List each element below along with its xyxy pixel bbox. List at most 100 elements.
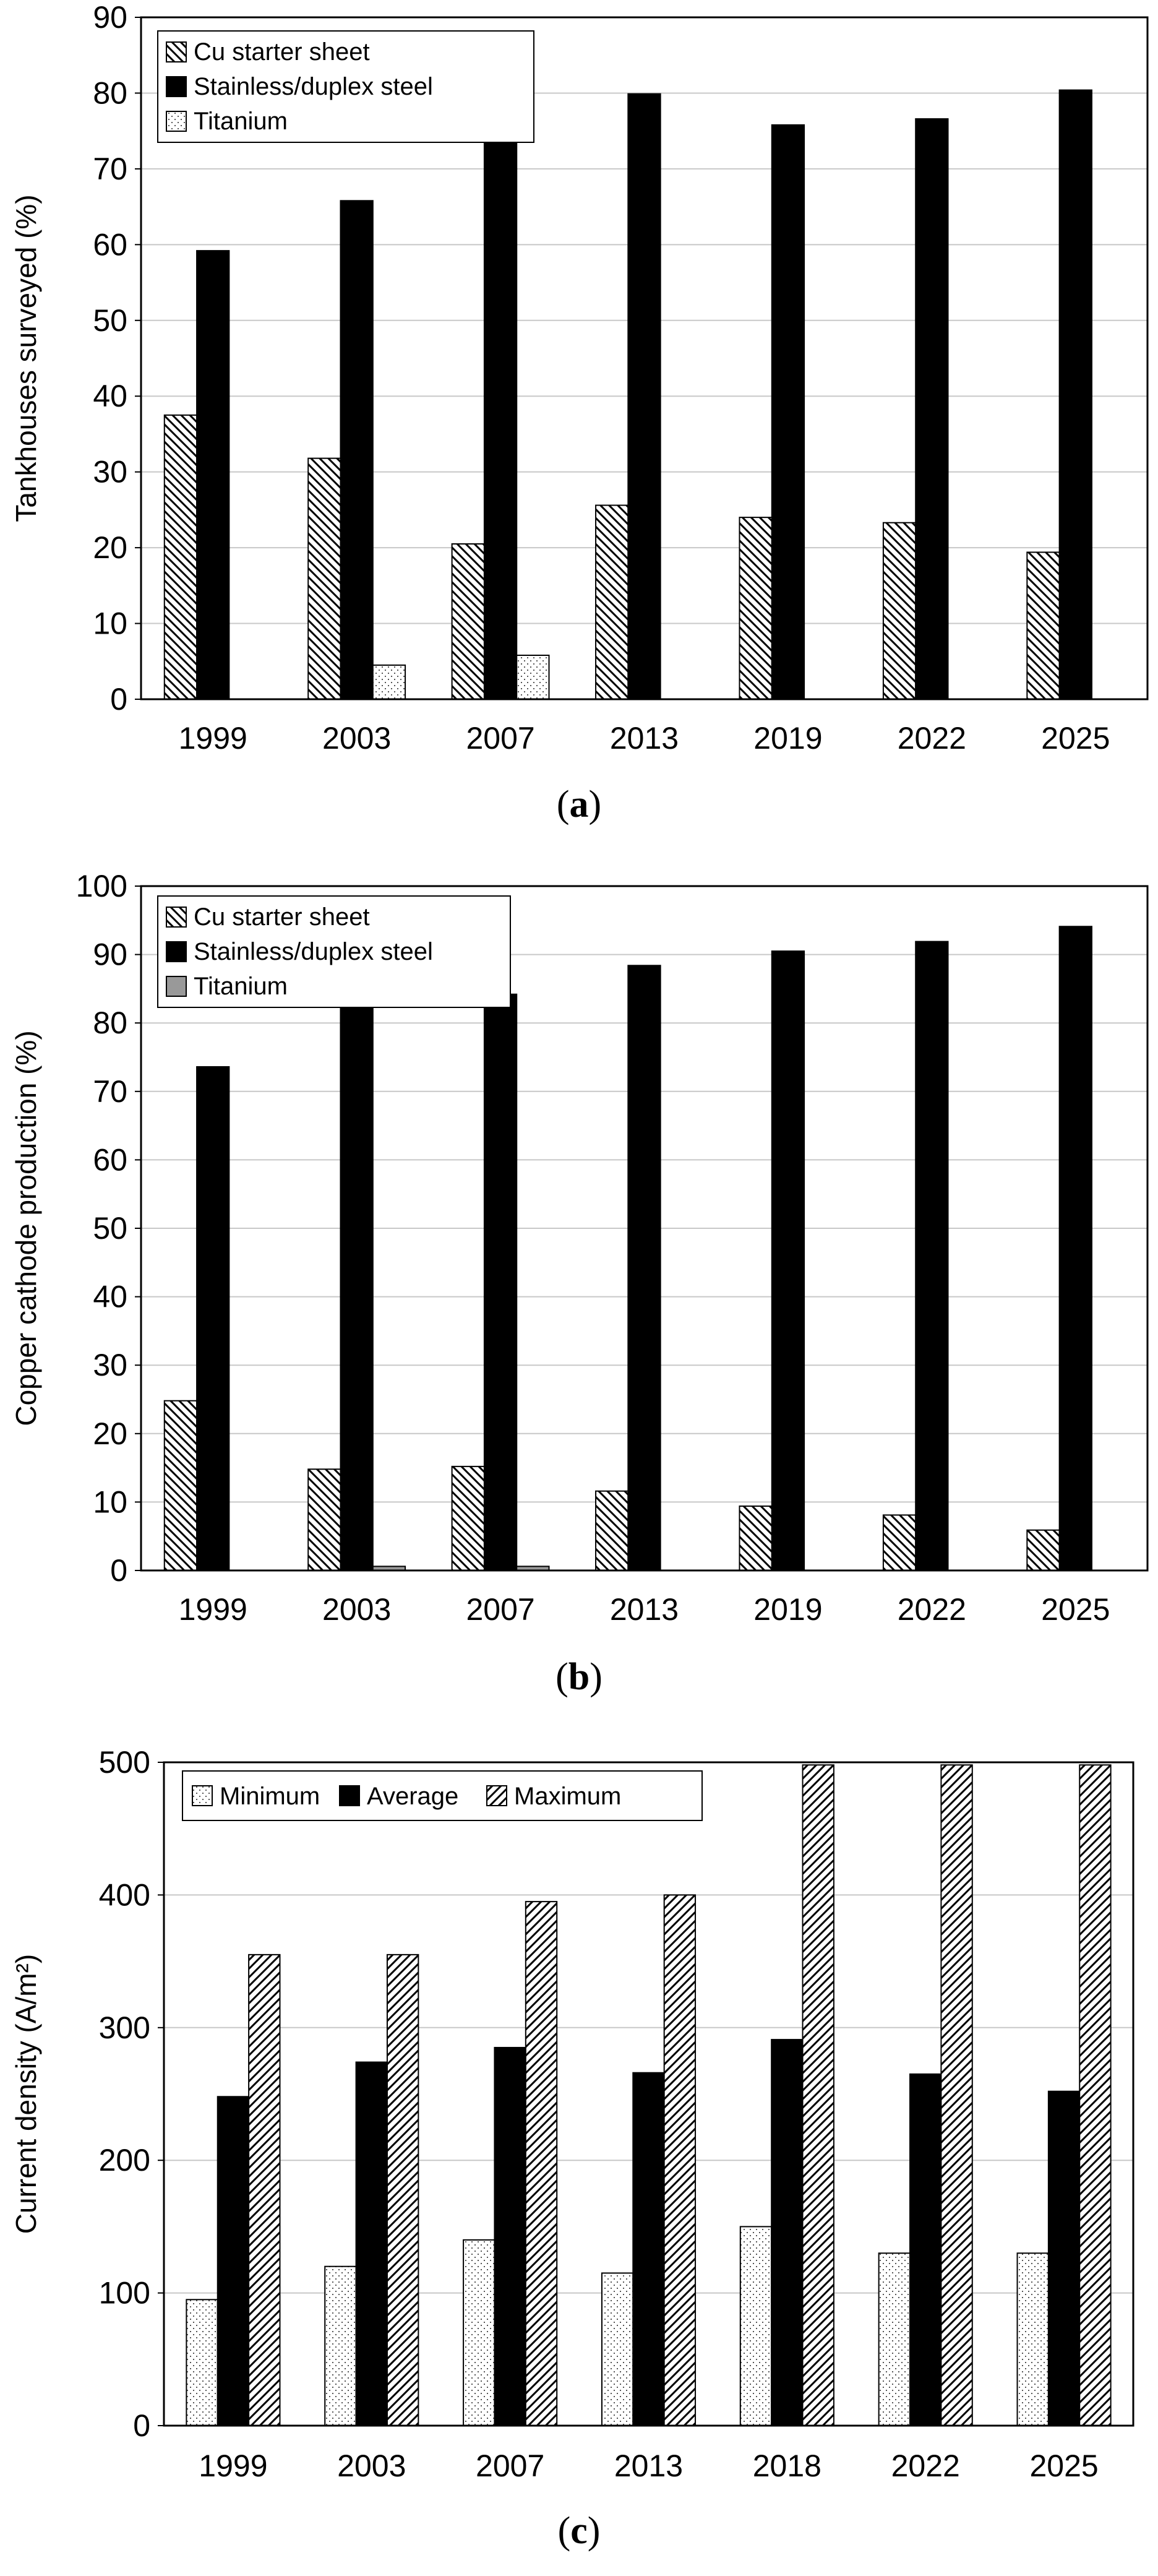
y-axis-label: Tankhouses surveyed (%) xyxy=(10,194,42,522)
bar-dots-2003 xyxy=(324,2265,357,2426)
bar-solid-black-2025 xyxy=(1058,926,1092,1571)
y-tick-label: 0 xyxy=(110,682,127,717)
x-tick-label: 2019 xyxy=(753,1592,822,1627)
bar-solid-black-1999 xyxy=(196,1066,230,1571)
bar-diag-fwd-2025 xyxy=(1079,1764,1112,2427)
x-tick-label: 2018 xyxy=(753,2449,821,2483)
y-axis-label: Current density (A/m²) xyxy=(10,1954,42,2234)
bar-solid-black-2007 xyxy=(494,2046,526,2426)
x-tick-label: 2025 xyxy=(1041,721,1110,756)
bar-diag-back-1999 xyxy=(163,1400,198,1571)
y-tick-label: 40 xyxy=(93,379,127,413)
bar-solid-black-2013 xyxy=(632,2072,665,2427)
legend-box xyxy=(182,1770,703,1821)
x-tick-label: 2022 xyxy=(898,1592,966,1627)
legend-swatch xyxy=(192,1785,213,1806)
legend-swatch xyxy=(166,941,187,962)
bar-solid-black-2022 xyxy=(915,941,949,1572)
y-tick-label: 60 xyxy=(93,227,127,262)
bar-solid-black-2025 xyxy=(1047,2090,1081,2426)
chart-panel-c: 0 100 200 300 400 500 1999 2003 2007 2013 2018 2022… xyxy=(10,1745,1134,2552)
bar-diag-back-2025 xyxy=(1026,1529,1060,1572)
legend-label: Stainless/duplex steel xyxy=(194,938,433,965)
x-tick-label: 1999 xyxy=(179,721,247,756)
y-axis-label: Copper cathode production (%) xyxy=(10,1030,42,1426)
bar-diag-back-2019 xyxy=(739,517,773,700)
y-tick-label: 10 xyxy=(93,1484,127,1519)
legend-swatch xyxy=(166,76,187,97)
charts-root: 0 10 20 30 40 50 60 70 80 90 1999 2003 2007 2013 2019 2… xyxy=(10,0,1149,2552)
bar-solid-black-2013 xyxy=(627,965,661,1571)
y-tick-label: 10 xyxy=(93,606,127,641)
y-tick-label: 50 xyxy=(93,303,127,338)
legend-label: Maximum xyxy=(514,1783,621,1810)
x-tick-label: 2003 xyxy=(337,2449,406,2483)
chart-panel-b: 0 10 20 30 40 50 60 70 80 90 100 1999 2003 2007 2013 20… xyxy=(10,869,1149,1698)
bar-solid-black-2018 xyxy=(771,2039,804,2426)
legend-label: Stainless/duplex steel xyxy=(194,73,433,100)
x-tick-label: 2013 xyxy=(610,721,679,756)
bar-diag-back-2013 xyxy=(595,1490,629,1572)
y-tick-label: 100 xyxy=(99,2276,150,2311)
y-tick-label: 100 xyxy=(76,869,127,903)
legend-swatch xyxy=(486,1785,507,1806)
bar-diag-back-2007 xyxy=(451,543,485,700)
y-tick-label: 90 xyxy=(93,0,127,35)
y-tick-label: 20 xyxy=(93,530,127,565)
legend-label: Average xyxy=(367,1783,458,1810)
y-tick-label: 40 xyxy=(93,1280,127,1314)
y-tick-label: 80 xyxy=(93,1006,127,1040)
y-tick-label: 80 xyxy=(93,75,127,110)
legend-label: Cu starter sheet xyxy=(194,903,370,931)
x-tick-label: 2022 xyxy=(898,721,966,756)
bar-diag-fwd-2013 xyxy=(663,1894,697,2426)
bar-dots-2003 xyxy=(372,664,406,700)
bar-dots-2007 xyxy=(516,654,550,700)
bar-dots-2007 xyxy=(463,2239,495,2427)
bar-solid-black-2013 xyxy=(627,93,661,700)
legend-label: Cu starter sheet xyxy=(194,38,370,66)
legend-swatch xyxy=(166,41,187,62)
y-tick-label: 300 xyxy=(99,2010,150,2045)
legend-box xyxy=(157,895,511,1008)
y-tick-label: 400 xyxy=(99,1877,150,1912)
y-tick-label: 30 xyxy=(93,455,127,489)
y-tick-label: 50 xyxy=(93,1211,127,1246)
x-tick-label: 2007 xyxy=(466,721,534,756)
legend-swatch xyxy=(339,1785,360,1806)
y-tick-label: 200 xyxy=(99,2143,150,2178)
legend-swatch xyxy=(166,907,187,928)
bar-diag-fwd-2022 xyxy=(940,1764,973,2427)
bar-solid-black-2022 xyxy=(909,2073,942,2427)
bar-solid-black-2022 xyxy=(915,118,949,700)
bar-diag-back-2007 xyxy=(451,1465,485,1571)
x-tick-label: 2013 xyxy=(614,2449,683,2483)
bar-diag-back-2025 xyxy=(1026,551,1060,700)
bar-diag-back-2022 xyxy=(882,1514,917,1572)
x-tick-label: 2007 xyxy=(476,2449,544,2483)
bar-diag-back-1999 xyxy=(163,414,198,700)
bar-solid-black-1999 xyxy=(217,2096,250,2427)
bar-dots-1999 xyxy=(186,2299,218,2427)
x-tick-label: 2025 xyxy=(1029,2449,1098,2483)
y-tick-label: 30 xyxy=(93,1348,127,1382)
y-tick-label: 70 xyxy=(93,152,127,186)
x-tick-label: 1999 xyxy=(199,2449,267,2483)
y-tick-label: 20 xyxy=(93,1416,127,1451)
bar-dots-2018 xyxy=(739,2226,773,2426)
panel-label: (b) xyxy=(555,1656,603,1698)
bar-diag-fwd-2003 xyxy=(386,1954,419,2426)
y-tick-label: 90 xyxy=(93,937,127,972)
bar-solid-black-1999 xyxy=(196,250,230,700)
x-tick-label: 2025 xyxy=(1041,1592,1110,1627)
legend-label: Minimum xyxy=(220,1783,320,1810)
plot-frame xyxy=(140,885,1149,1572)
bar-solid-black-2019 xyxy=(771,950,805,1571)
y-tick-label: 500 xyxy=(99,1745,150,1780)
bar-solid-black-2007 xyxy=(483,993,518,1572)
legend-swatch xyxy=(166,976,187,997)
x-tick-label: 2019 xyxy=(753,721,822,756)
bar-solid-black-2007 xyxy=(483,142,518,700)
bar-diag-fwd-1999 xyxy=(248,1954,281,2426)
bar-diag-back-2003 xyxy=(307,1468,341,1572)
